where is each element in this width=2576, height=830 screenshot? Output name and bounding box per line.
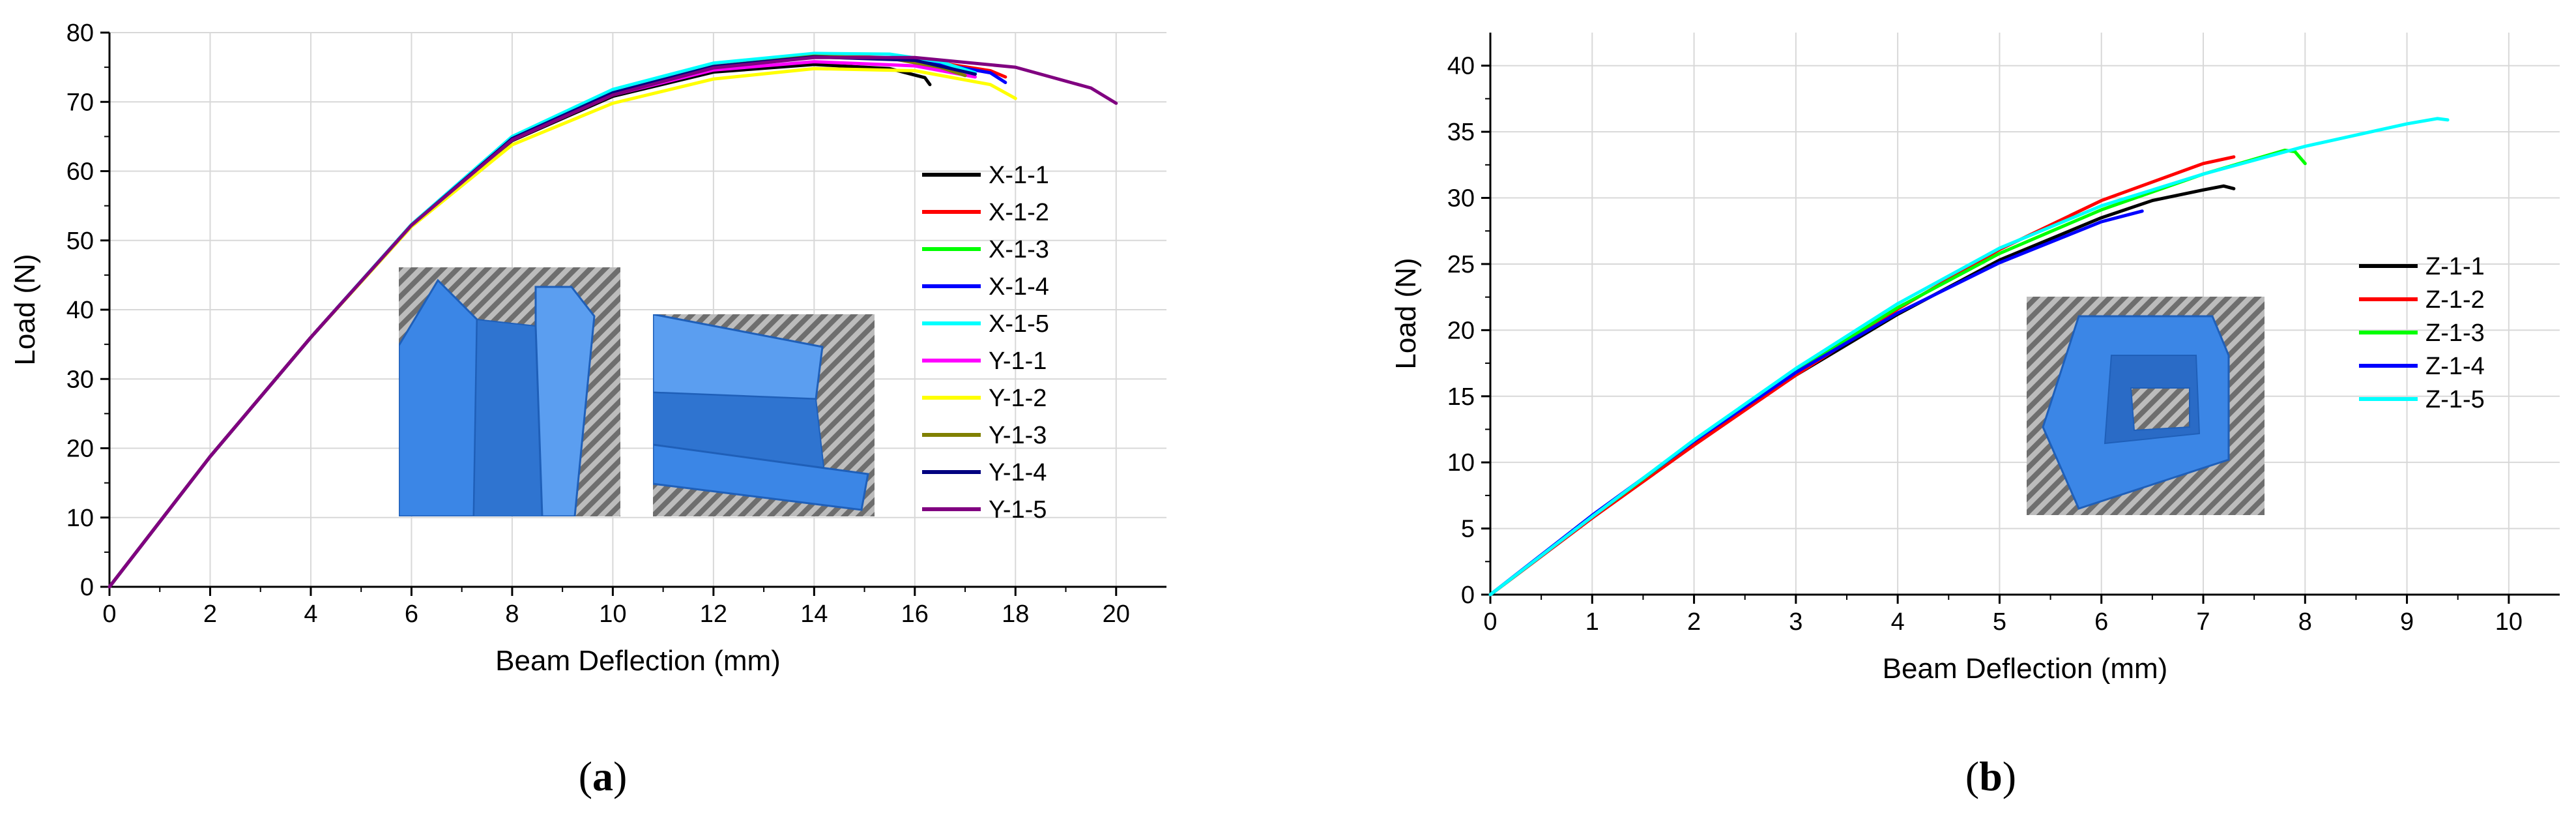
legend-label: Z-1-4 xyxy=(2425,353,2485,380)
legend-label: X-1-4 xyxy=(989,273,1049,301)
inset-shelf-bottom xyxy=(653,443,869,511)
x-tick-label: 9 xyxy=(2400,608,2414,636)
x-tick-label: 5 xyxy=(1993,608,2006,636)
panel-label: (a) xyxy=(579,753,628,799)
legend-label: X-1-2 xyxy=(989,199,1049,226)
inset-floor xyxy=(472,318,557,516)
y-tick-label: 5 xyxy=(1461,516,1475,543)
x-tick-label: 8 xyxy=(505,600,519,628)
series-line-Z-1-5 xyxy=(1488,117,2450,597)
panel-label-letter: a xyxy=(592,753,613,799)
x-tick-label: 10 xyxy=(599,600,626,628)
panel-label: (b) xyxy=(1965,753,2016,799)
panel-a-chart: 0 2 4 6 8 10 12 14 16 18 20 0 10 20 30 40 50 60 70 80 Beam D… xyxy=(9,20,1166,799)
series-group xyxy=(1488,117,2450,597)
legend-label: Y-1-3 xyxy=(989,422,1047,449)
series-group xyxy=(108,52,1118,589)
panel-label-open: ( xyxy=(579,753,592,799)
inset-wall-left xyxy=(399,278,478,516)
x-tick-label: 2 xyxy=(203,600,217,628)
y-tick-label: 40 xyxy=(66,297,94,324)
legend-label: Z-1-1 xyxy=(2425,253,2485,280)
x-tick-label: 14 xyxy=(800,600,828,628)
inset-image-box xyxy=(2027,297,2265,515)
panel-b-chart: 0 1 2 3 4 5 6 7 8 9 10 0 5 10 15 20 25 30 35 40 Beam Deflect… xyxy=(1390,33,2560,799)
x-tick-label: 18 xyxy=(1002,600,1029,628)
y-tick-label: 0 xyxy=(1461,582,1475,609)
y-tick-label: 30 xyxy=(1447,185,1475,213)
x-tick-label: 6 xyxy=(405,600,418,628)
inset-wall-right xyxy=(534,286,596,516)
y-axis-label: Load (N) xyxy=(1390,258,1422,369)
legend: X-1-1 X-1-2 X-1-3 X-1-4 X-1-5 Y-1-1 Y-1-2 Y-1-3… xyxy=(922,162,1049,524)
inset-image-shelf xyxy=(653,314,875,516)
x-tick-label: 4 xyxy=(1891,608,1905,636)
grid xyxy=(1490,33,2560,595)
y-tick-label: 10 xyxy=(66,505,94,532)
legend-label: Y-1-4 xyxy=(989,459,1047,486)
legend-label: Z-1-5 xyxy=(2425,386,2485,413)
x-axis-label: Beam Deflection (mm) xyxy=(1883,653,2168,685)
x-tick-label: 16 xyxy=(901,600,929,628)
x-tick-label: 0 xyxy=(1483,608,1497,636)
y-tick-label: 80 xyxy=(66,20,94,47)
x-tick-label: 0 xyxy=(102,600,116,628)
panel-label-open: ( xyxy=(1965,753,1979,799)
x-tick-label: 7 xyxy=(2196,608,2210,636)
legend-label: Y-1-2 xyxy=(989,385,1047,412)
y-tick-label: 70 xyxy=(66,89,94,116)
panel-label-letter: b xyxy=(1979,753,2003,799)
x-tick-label: 6 xyxy=(2094,608,2108,636)
y-tick-label: 60 xyxy=(66,158,94,186)
inset-box-opening xyxy=(2130,387,2190,432)
y-tick-label: 35 xyxy=(1447,119,1475,146)
panel-label-close: ) xyxy=(2003,753,2016,799)
panel-label-close: ) xyxy=(613,753,627,799)
legend-label: Y-1-5 xyxy=(989,496,1047,524)
x-tick-label: 12 xyxy=(700,600,727,628)
y-tick-label: 30 xyxy=(66,366,94,393)
y-tick-label: 50 xyxy=(66,228,94,255)
legend-label: X-1-5 xyxy=(989,310,1049,338)
x-tick-label: 1 xyxy=(1585,608,1599,636)
legend-label: Z-1-3 xyxy=(2425,319,2485,347)
x-axis-label: Beam Deflection (mm) xyxy=(495,645,781,677)
legend-label: X-1-1 xyxy=(989,162,1049,189)
series-line-Y-1-5 xyxy=(108,55,1118,589)
y-tick-label: 15 xyxy=(1447,383,1475,411)
y-tick-label: 20 xyxy=(66,436,94,463)
x-tick-label: 10 xyxy=(2495,608,2523,636)
legend-label: Z-1-2 xyxy=(2425,286,2485,314)
y-tick-label: 20 xyxy=(1447,317,1475,344)
y-tick-label: 10 xyxy=(1447,449,1475,477)
y-tick-label: 0 xyxy=(80,574,94,601)
x-tick-label: 2 xyxy=(1687,608,1701,636)
x-tick-label: 20 xyxy=(1103,600,1130,628)
legend-label: X-1-3 xyxy=(989,236,1049,263)
y-axis-label: Load (N) xyxy=(9,254,41,365)
legend-label: Y-1-1 xyxy=(989,348,1047,375)
y-tick-label: 40 xyxy=(1447,53,1475,80)
x-tick-label: 8 xyxy=(2298,608,2312,636)
legend: Z-1-1 Z-1-2 Z-1-3 Z-1-4 Z-1-5 xyxy=(2359,253,2485,413)
x-tick-label: 4 xyxy=(304,600,317,628)
y-tick-label: 25 xyxy=(1447,251,1475,278)
inset-image-channel xyxy=(399,267,620,516)
x-tick-label: 3 xyxy=(1789,608,1802,636)
